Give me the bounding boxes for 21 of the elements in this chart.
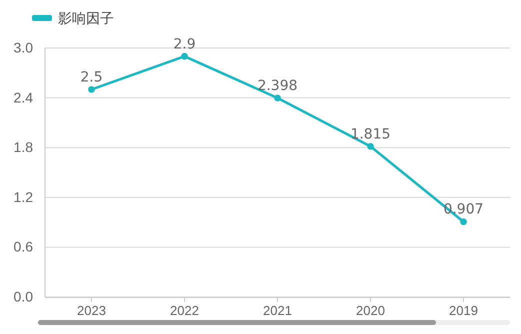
x-tick-label: 2019 xyxy=(449,303,478,318)
y-tick-label: 1.2 xyxy=(14,188,34,205)
y-tick-label: 3.0 xyxy=(14,39,34,56)
point xyxy=(460,218,467,226)
legend-label: 影响因子 xyxy=(58,11,114,27)
y-tick-label: 1.8 xyxy=(14,139,34,156)
y-tick-label: 0.6 xyxy=(14,238,34,255)
y-tick-label: 0.0 xyxy=(14,288,34,304)
x-tick-label: 2021 xyxy=(263,303,292,318)
data-label: 2.5 xyxy=(80,70,103,86)
data-label: 2.9 xyxy=(173,36,196,52)
x-tick-label: 2020 xyxy=(356,303,385,318)
data-label: 1.815 xyxy=(350,126,391,142)
data-label: 2.398 xyxy=(257,78,298,94)
x-tick-label: 2022 xyxy=(170,303,199,318)
point xyxy=(274,94,281,102)
point xyxy=(181,52,188,60)
point xyxy=(88,86,95,93)
point xyxy=(367,142,374,150)
y-tick-label: 2.4 xyxy=(14,89,34,106)
x-tick-label: 2023 xyxy=(77,303,106,318)
